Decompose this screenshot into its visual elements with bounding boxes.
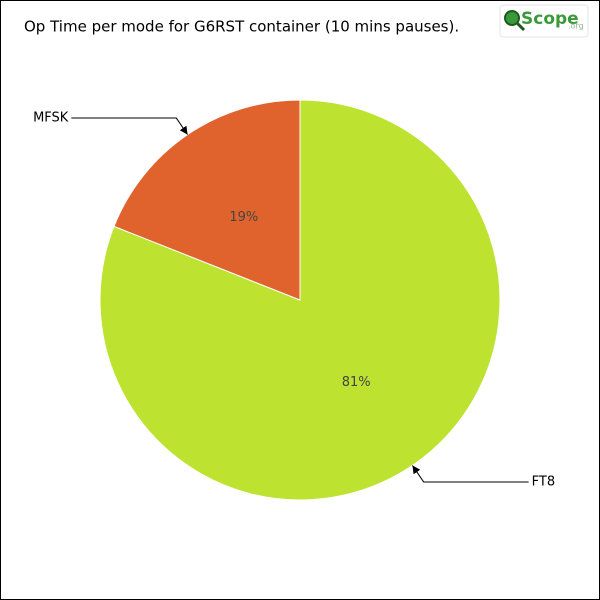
- pie-slice: [113, 99, 301, 301]
- category-label: MFSK: [33, 111, 69, 126]
- chart-title: Op Time per mode for G6RST container (10…: [24, 18, 459, 36]
- logo: Scope .org: [499, 4, 589, 38]
- leader-line: [71, 117, 188, 135]
- logo-icon: [504, 10, 520, 26]
- category-label: FT8: [532, 474, 555, 489]
- value-label: 19%: [229, 210, 258, 225]
- logo-icon-handle: [515, 21, 526, 32]
- logo-text: Scope: [521, 9, 579, 29]
- value-label: 81%: [342, 375, 371, 390]
- leader-line: [412, 465, 529, 483]
- logo-suffix: .org: [568, 22, 584, 31]
